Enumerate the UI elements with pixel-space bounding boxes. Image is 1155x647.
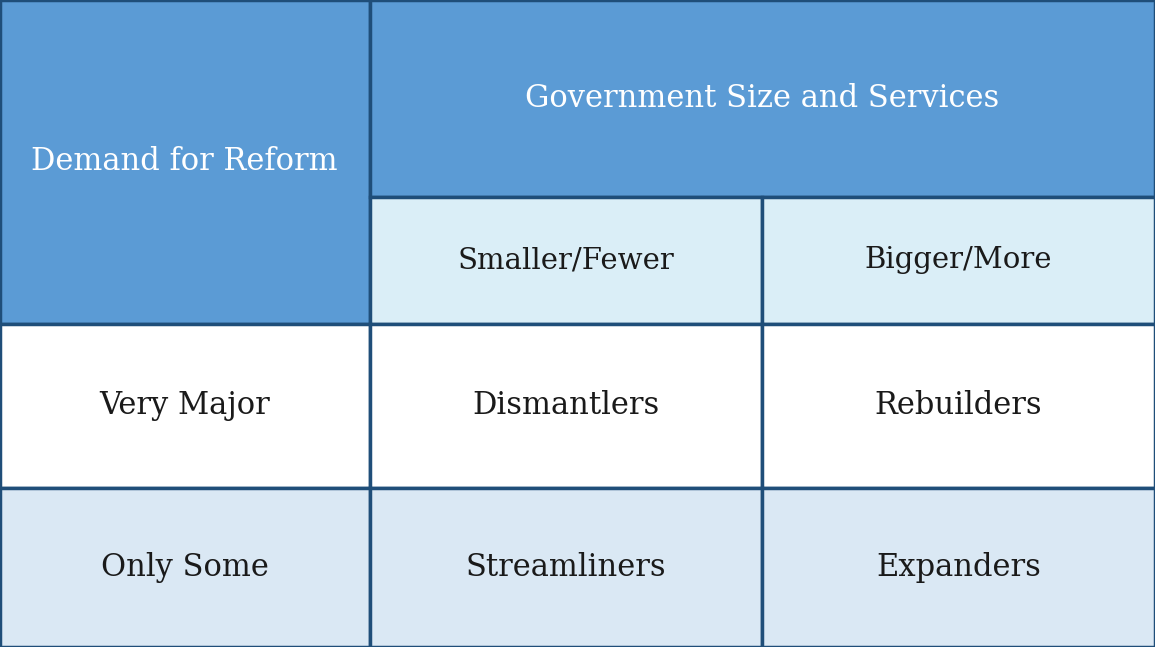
Text: Rebuilders: Rebuilders [874, 391, 1043, 421]
Text: Only Some: Only Some [100, 553, 269, 583]
Text: Government Size and Services: Government Size and Services [526, 83, 999, 114]
FancyBboxPatch shape [0, 488, 370, 647]
Text: Streamliners: Streamliners [465, 553, 666, 583]
Text: Dismantlers: Dismantlers [472, 391, 660, 421]
Text: Very Major: Very Major [99, 391, 270, 421]
FancyBboxPatch shape [370, 0, 1155, 197]
Text: Bigger/More: Bigger/More [865, 247, 1052, 274]
FancyBboxPatch shape [762, 197, 1155, 324]
Text: Expanders: Expanders [877, 553, 1041, 583]
FancyBboxPatch shape [370, 488, 762, 647]
FancyBboxPatch shape [0, 324, 370, 488]
FancyBboxPatch shape [762, 488, 1155, 647]
FancyBboxPatch shape [370, 197, 762, 324]
Text: Demand for Reform: Demand for Reform [31, 146, 338, 177]
FancyBboxPatch shape [0, 0, 370, 324]
Text: Smaller/Fewer: Smaller/Fewer [457, 247, 675, 274]
FancyBboxPatch shape [370, 324, 762, 488]
FancyBboxPatch shape [762, 324, 1155, 488]
